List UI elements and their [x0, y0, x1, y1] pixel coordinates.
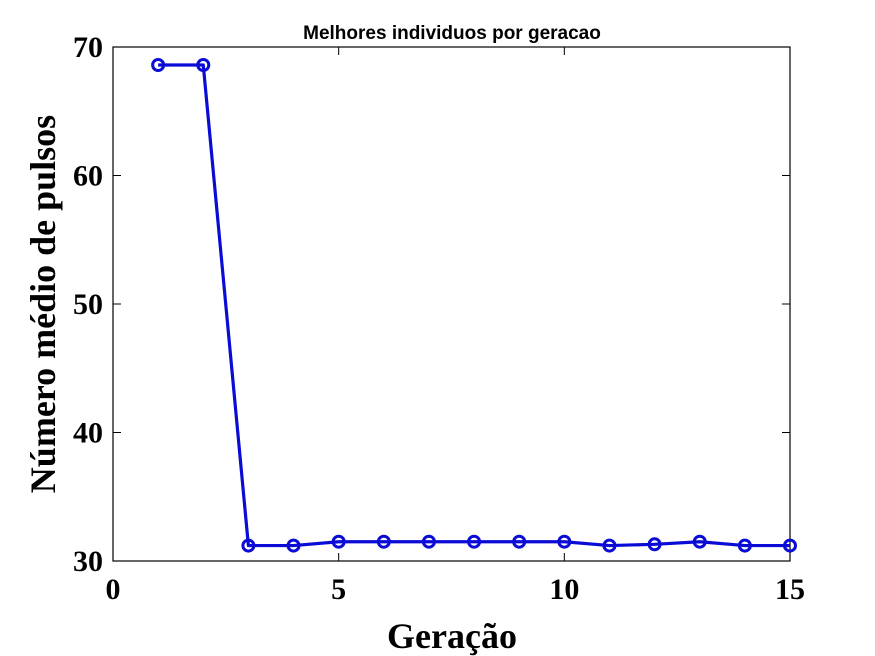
data-point [421, 534, 436, 549]
data-point [331, 534, 346, 549]
data-point [557, 534, 572, 549]
plot-area [112, 46, 791, 562]
y-tick-label: 70 [73, 31, 103, 64]
data-point [602, 538, 617, 553]
data-point [241, 538, 256, 553]
x-tick-label: 0 [106, 573, 121, 606]
y-tick-label: 60 [73, 160, 103, 193]
x-tick-label: 5 [331, 573, 346, 606]
series-layer [151, 57, 797, 553]
data-point [467, 534, 482, 549]
x-axis-label: Geração [387, 616, 517, 656]
chart-title: Melhores individuos por geracao [303, 23, 601, 44]
data-point [692, 534, 707, 549]
y-tick-label: 50 [73, 288, 103, 321]
series-line [158, 63, 790, 548]
x-tick-label: 15 [775, 573, 805, 606]
x-tick-label: 10 [549, 573, 579, 606]
y-axis-label: Número médio de pulsos [23, 115, 63, 493]
y-tick-label: 30 [73, 545, 103, 578]
data-point [512, 534, 527, 549]
data-point [286, 538, 301, 553]
y-tick-label: 40 [73, 417, 103, 450]
data-point [151, 57, 166, 72]
data-point [376, 534, 391, 549]
data-point [647, 537, 662, 552]
data-point [737, 538, 752, 553]
data-point [783, 538, 797, 553]
data-point [196, 57, 211, 72]
axis-ticks: 0 5 10 15 30 40 50 60 70 [73, 31, 805, 606]
